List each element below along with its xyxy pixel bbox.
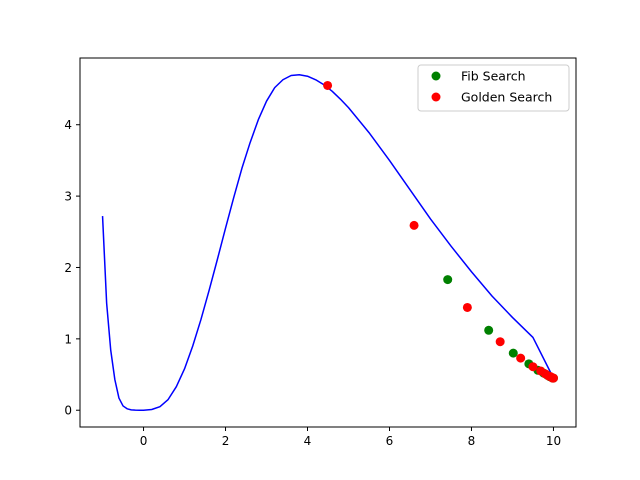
x-axis: 0 2 4 6 8 10: [140, 427, 561, 448]
legend-label-fib-search: Fib Search: [461, 69, 526, 84]
legend-marker-golden-search: [431, 92, 441, 102]
y-tick-label: 4: [64, 118, 72, 132]
x-tick-label: 10: [546, 434, 561, 448]
x-tick-label: 6: [386, 434, 394, 448]
x-tick-label: 8: [468, 434, 476, 448]
legend: Fib Search Golden Search: [417, 64, 570, 112]
golden-search-point: [528, 362, 538, 372]
curve-layer: [101, 74, 555, 411]
y-tick-label: 1: [64, 332, 72, 346]
legend-label-golden-search: Golden Search: [461, 90, 552, 105]
golden-search-point: [548, 373, 558, 383]
y-axis: 0 1 2 3 4: [64, 118, 80, 418]
fib-search-point: [484, 325, 494, 335]
fib-search-point: [508, 348, 518, 358]
x-tick-label: 2: [222, 434, 230, 448]
axes-frame: [79, 57, 577, 428]
golden-search-point: [409, 220, 419, 230]
y-tick-label: 0: [64, 404, 72, 418]
legend-box: [417, 64, 570, 112]
y-tick-label: 2: [64, 261, 72, 275]
series-golden-search: [323, 80, 558, 383]
golden-search-point: [462, 302, 472, 312]
legend-marker-fib-search: [431, 71, 441, 81]
golden-search-point: [323, 80, 333, 90]
x-tick-label: 4: [304, 434, 312, 448]
x-tick-label: 0: [140, 434, 148, 448]
objective-curve: [101, 74, 555, 411]
golden-search-point: [516, 353, 526, 363]
golden-search-point: [495, 337, 505, 347]
y-tick-label: 3: [64, 190, 72, 204]
plot-area: [79, 57, 577, 428]
points-layer: [323, 80, 558, 383]
fib-search-point: [443, 275, 453, 285]
